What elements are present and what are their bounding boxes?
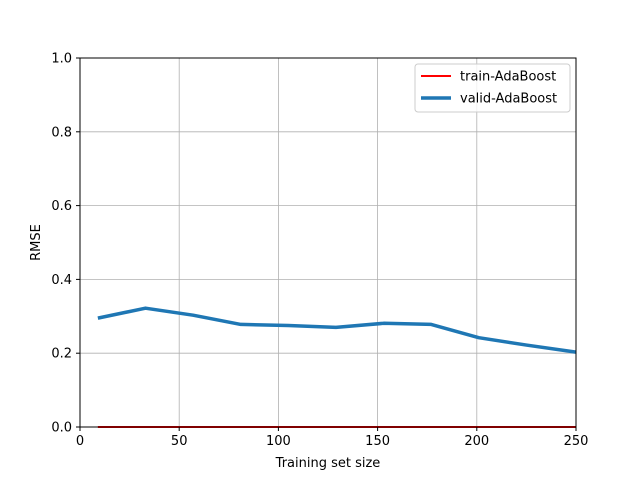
legend-box <box>414 63 571 113</box>
x-tick-label: 50 <box>171 434 188 449</box>
x-axis-ticks: 0 50 100 150 200 250 <box>76 427 589 449</box>
x-tick-label: 0 <box>76 434 84 449</box>
legend-label: valid-AdaBoost <box>460 92 557 107</box>
plot-frame <box>79 57 577 428</box>
x-tick-label: 100 <box>266 434 291 449</box>
grid-lines <box>79 57 577 428</box>
x-tick-label: 200 <box>464 434 489 449</box>
x-axis-label: Training set size <box>275 456 381 471</box>
x-tick-label: 250 <box>564 434 589 449</box>
y-axis-ticks: 0.0 0.2 0.4 0.6 0.8 1.0 <box>51 52 80 436</box>
plot-area <box>80 58 576 427</box>
y-tick-label: 0.0 <box>51 421 72 436</box>
legend-label: train-AdaBoost <box>460 70 556 85</box>
y-tick-label: 0.8 <box>51 125 72 140</box>
legend: train-AdaBoost valid-AdaBoost <box>414 63 571 113</box>
y-tick-label: 1.0 <box>51 52 72 67</box>
x-tick-label: 150 <box>365 434 390 449</box>
y-tick-label: 0.4 <box>51 273 72 288</box>
series-line-valid-AdaBoost <box>97 306 577 354</box>
y-axis-label: RMSE <box>29 224 44 261</box>
y-tick-label: 0.2 <box>51 347 72 362</box>
y-tick-label: 0.6 <box>51 199 72 214</box>
